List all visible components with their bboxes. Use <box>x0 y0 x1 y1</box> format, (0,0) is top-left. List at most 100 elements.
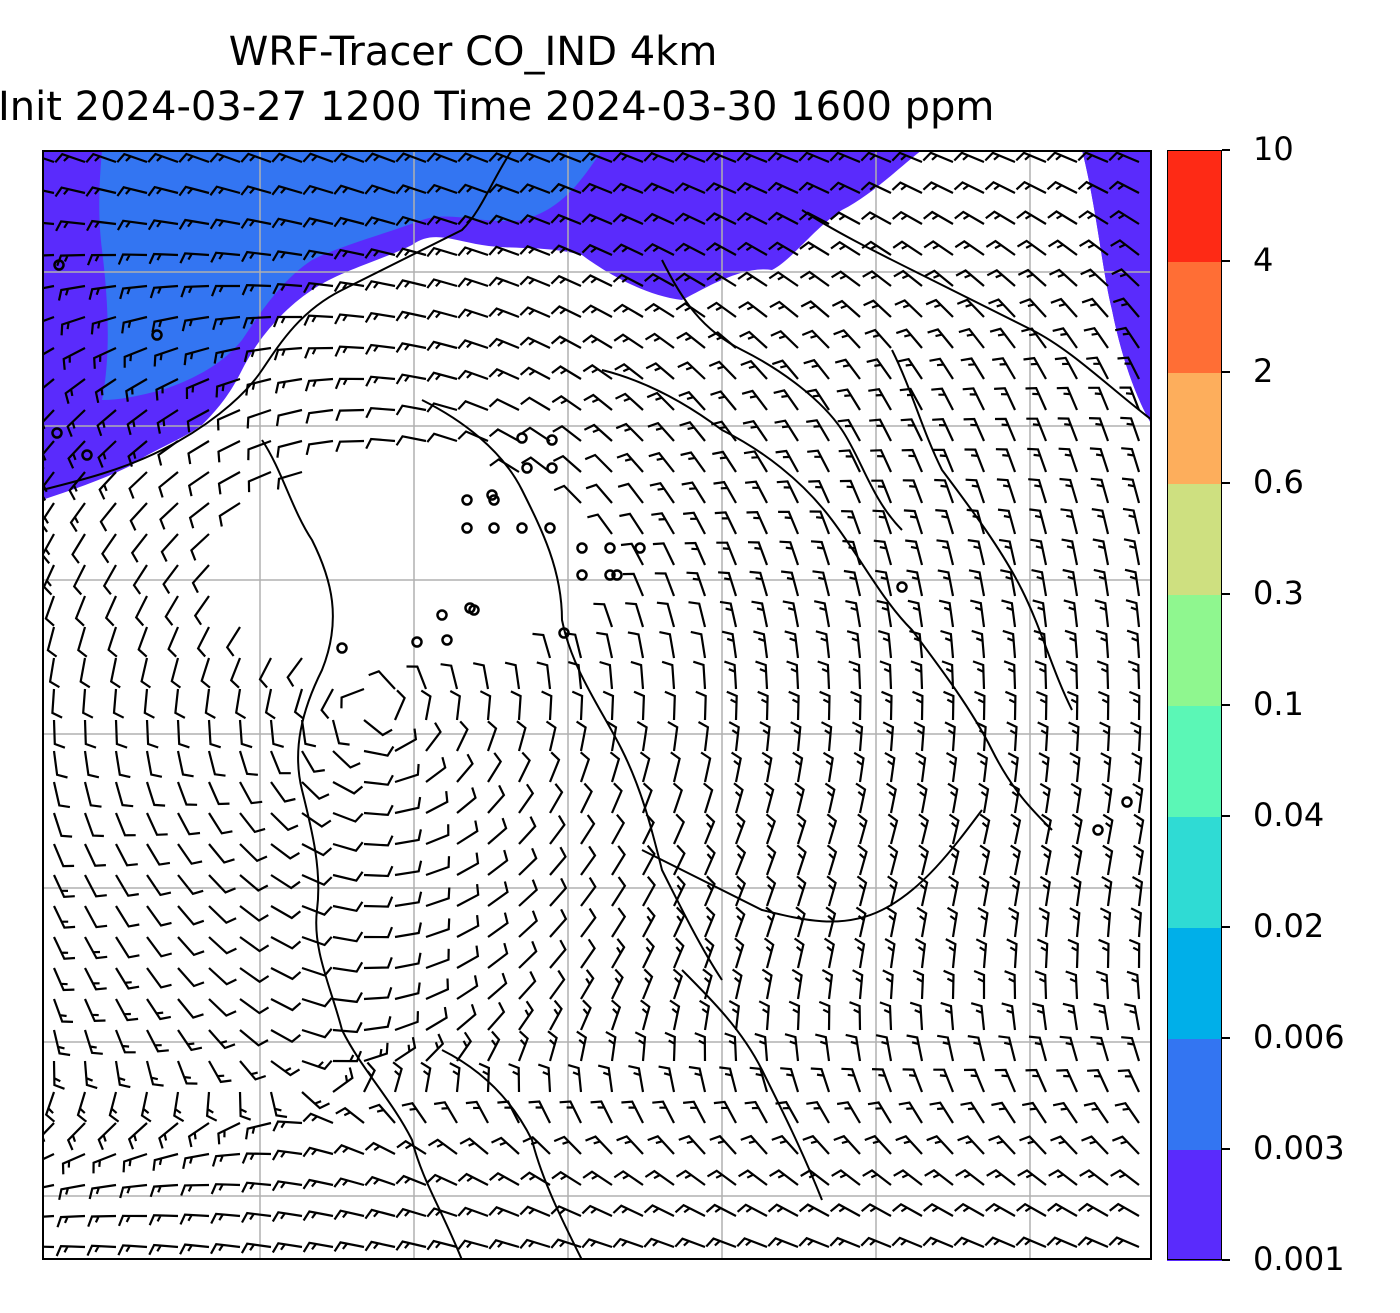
wind-barb <box>1121 477 1141 504</box>
wind-barb <box>213 346 241 364</box>
wind-barb <box>884 937 896 969</box>
wind-barb <box>519 152 551 164</box>
wind-barb <box>88 1183 117 1200</box>
wind-barb <box>643 212 675 226</box>
wind-barb <box>798 151 830 164</box>
wind-barb <box>270 843 300 860</box>
chart-title-line-1: WRF-Tracer CO_IND 4km <box>228 29 718 75</box>
wind-barb <box>953 1236 985 1249</box>
colorbar-segment <box>1167 372 1222 484</box>
wind-barb <box>923 210 954 225</box>
wind-barb <box>924 1168 954 1186</box>
wind-barb <box>767 1237 799 1249</box>
wind-barb <box>971 629 986 659</box>
wind-barb <box>957 1135 985 1155</box>
wind-barb <box>1059 477 1079 504</box>
wind-barb <box>104 595 118 627</box>
wind-barb <box>275 408 303 427</box>
wind-barb <box>146 936 172 958</box>
wind-barb <box>488 428 520 442</box>
wind-barb <box>845 600 862 628</box>
wind-barb <box>899 387 923 411</box>
wind-barb <box>642 906 656 938</box>
wind-barb <box>394 796 422 815</box>
wind-barb <box>881 690 893 721</box>
wind-barb <box>621 1100 644 1124</box>
wind-barb <box>269 1091 288 1119</box>
wind-barb <box>145 1060 164 1087</box>
wind-barb <box>879 1001 893 1031</box>
wind-barb <box>661 660 676 690</box>
wind-barb <box>128 471 148 499</box>
wind-barb <box>83 1060 98 1090</box>
wind-barb <box>1010 844 1021 876</box>
wind-barb <box>114 781 134 808</box>
wind-barb <box>332 750 361 769</box>
wind-barb <box>332 811 364 823</box>
wind-barb <box>857 844 868 876</box>
wind-barb <box>332 841 364 852</box>
wind-barb <box>293 688 305 720</box>
wind-barb <box>738 301 768 318</box>
wind-barb <box>1010 813 1022 845</box>
wind-barb <box>519 245 551 257</box>
wind-barb <box>365 407 396 419</box>
wind-barb <box>612 1204 644 1217</box>
wind-barb <box>488 1206 520 1218</box>
wind-barb <box>395 404 427 416</box>
wind-barb <box>906 1034 924 1062</box>
wind-barb <box>550 213 582 226</box>
wind-barb <box>643 182 675 195</box>
wind-barb <box>209 218 241 230</box>
wind-barb <box>692 660 707 690</box>
wind-barb <box>55 220 86 232</box>
wind-barb <box>334 377 365 390</box>
wind-barb <box>119 284 148 300</box>
wind-barb <box>860 1236 892 1249</box>
wind-barb <box>302 1210 334 1222</box>
wind-barb <box>1001 1002 1017 1031</box>
wind-barb <box>913 721 925 752</box>
wind-barb <box>640 999 651 1031</box>
wind-barb <box>541 690 553 721</box>
wind-barb <box>156 409 179 434</box>
wind-barb <box>158 1122 179 1149</box>
wind-barb <box>587 513 613 535</box>
wind-barb <box>703 844 716 876</box>
wind-barb <box>240 1242 272 1254</box>
wind-barb <box>672 968 683 1000</box>
wind-barb <box>440 663 459 690</box>
wind-barb <box>914 938 927 969</box>
wind-barb <box>42 1153 55 1161</box>
wind-barb <box>332 1067 354 1093</box>
wind-barb <box>1120 416 1141 442</box>
wind-barb <box>936 539 955 566</box>
wind-barb <box>190 533 210 561</box>
wind-barb <box>740 1134 768 1155</box>
wind-barb <box>207 781 230 806</box>
wind-barb <box>395 342 427 353</box>
wind-barb <box>834 358 861 380</box>
wind-barb <box>69 502 86 533</box>
wind-barb <box>1040 844 1052 876</box>
wind-barb <box>86 219 117 232</box>
wind-barb <box>333 248 365 260</box>
wind-barb <box>955 269 985 287</box>
wind-barb <box>1121 447 1141 473</box>
wind-barb <box>948 875 959 907</box>
wind-barb <box>664 690 676 721</box>
wind-barb <box>239 905 269 922</box>
wind-barb <box>918 844 929 876</box>
wind-barb <box>274 377 303 394</box>
wind-barb <box>1100 752 1112 783</box>
calm-wind-circle <box>1092 824 1104 836</box>
wind-barb <box>363 835 394 847</box>
wind-barb <box>768 271 799 287</box>
wind-barb <box>272 315 302 328</box>
wind-barb <box>602 690 615 721</box>
wind-barb <box>1128 690 1141 721</box>
wind-barb <box>1032 599 1048 628</box>
wind-barb <box>305 439 334 456</box>
wind-barb <box>550 152 582 164</box>
wind-barb <box>854 937 866 969</box>
